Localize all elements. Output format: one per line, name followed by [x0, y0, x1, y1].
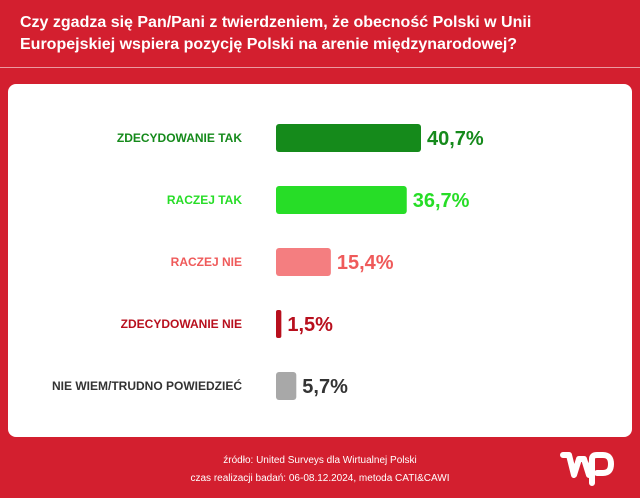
chart-card: ZDECYDOWANIE TAK 40,7% RACZEJ TAK 36,7% RACZ… [8, 84, 632, 437]
footer: źródło: United Surveys dla Wirtualnej Po… [0, 452, 640, 488]
bar [276, 248, 331, 276]
method-text: czas realizacji badań: 06-08.12.2024, me… [190, 473, 450, 484]
source-text: źródło: United Surveys dla Wirtualnej Po… [223, 455, 417, 466]
category-label: RACZEJ TAK [167, 193, 242, 207]
value-label: 15,4% [337, 252, 394, 274]
bar-chart: ZDECYDOWANIE TAK 40,7% RACZEJ TAK 36,7% RACZ… [52, 124, 484, 400]
category-label: ZDECYDOWANIE TAK [117, 131, 242, 145]
bar [276, 372, 297, 400]
value-label: 40,7% [427, 128, 484, 150]
bar [276, 310, 282, 338]
wp-logo-icon [560, 452, 614, 486]
value-label: 5,7% [302, 376, 348, 398]
title-divider [0, 67, 640, 68]
category-label: RACZEJ NIE [171, 255, 242, 269]
bar [276, 186, 407, 214]
page-title: Czy zgadza się Pan/Pani z twierdzeniem, … [20, 14, 532, 53]
value-label: 36,7% [413, 190, 470, 212]
value-label: 1,5% [287, 314, 333, 336]
category-label: NIE WIEM/TRUDNO POWIEDZIEĆ [52, 378, 242, 393]
category-label: ZDECYDOWANIE NIE [121, 317, 242, 331]
bar [276, 124, 421, 152]
